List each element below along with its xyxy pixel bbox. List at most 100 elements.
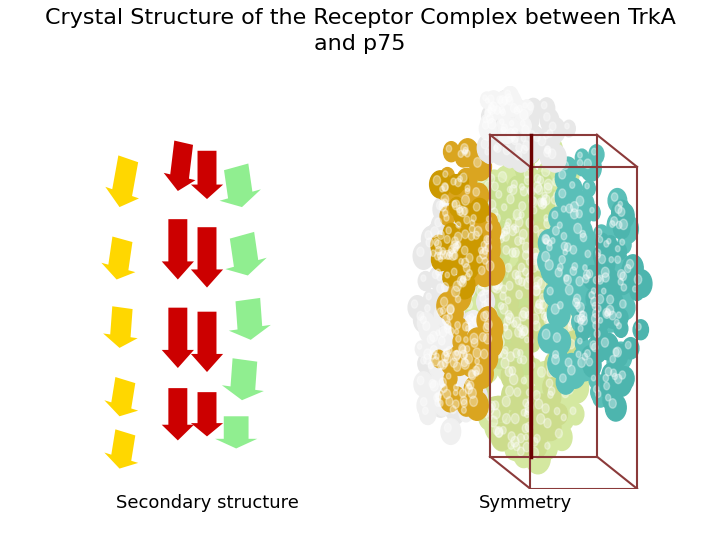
Circle shape <box>505 222 510 229</box>
Circle shape <box>505 264 512 272</box>
Circle shape <box>574 309 595 336</box>
Circle shape <box>592 148 597 155</box>
Circle shape <box>499 93 516 114</box>
Circle shape <box>562 389 569 397</box>
Circle shape <box>455 321 460 329</box>
Circle shape <box>508 129 528 154</box>
Circle shape <box>451 174 470 198</box>
Circle shape <box>511 180 518 188</box>
Circle shape <box>459 278 467 287</box>
Circle shape <box>440 384 461 412</box>
Circle shape <box>453 292 468 312</box>
Circle shape <box>616 246 620 252</box>
Circle shape <box>591 375 595 381</box>
Circle shape <box>559 411 573 430</box>
Circle shape <box>426 221 449 252</box>
Circle shape <box>469 343 492 372</box>
Circle shape <box>584 159 591 168</box>
Circle shape <box>517 105 522 112</box>
Circle shape <box>631 270 652 298</box>
Circle shape <box>480 294 486 302</box>
Circle shape <box>564 288 582 312</box>
Circle shape <box>444 235 450 244</box>
Circle shape <box>446 304 454 314</box>
Circle shape <box>449 245 455 254</box>
Circle shape <box>498 408 521 438</box>
Circle shape <box>438 252 443 259</box>
Circle shape <box>552 329 557 335</box>
Circle shape <box>528 359 541 377</box>
Circle shape <box>523 141 530 151</box>
Circle shape <box>503 215 518 235</box>
Circle shape <box>572 312 588 332</box>
Circle shape <box>444 248 460 269</box>
Circle shape <box>516 104 539 134</box>
Circle shape <box>465 366 484 390</box>
Circle shape <box>429 380 436 388</box>
Circle shape <box>474 277 492 299</box>
Polygon shape <box>191 151 223 199</box>
Circle shape <box>587 336 606 362</box>
Circle shape <box>474 226 482 236</box>
Circle shape <box>568 319 574 327</box>
Circle shape <box>613 348 619 356</box>
Circle shape <box>429 350 436 359</box>
Circle shape <box>423 349 431 359</box>
Circle shape <box>519 272 544 305</box>
Circle shape <box>447 354 467 380</box>
Circle shape <box>454 204 472 226</box>
Circle shape <box>417 393 436 418</box>
Circle shape <box>474 359 480 364</box>
Circle shape <box>498 227 519 254</box>
Circle shape <box>590 341 597 350</box>
Circle shape <box>607 352 624 373</box>
Circle shape <box>544 240 559 260</box>
Circle shape <box>467 377 472 384</box>
Circle shape <box>435 357 452 380</box>
Circle shape <box>514 107 520 114</box>
Circle shape <box>484 334 492 344</box>
Circle shape <box>557 198 563 207</box>
Circle shape <box>545 442 550 449</box>
Circle shape <box>544 239 548 244</box>
Circle shape <box>583 266 601 289</box>
Circle shape <box>542 288 558 309</box>
Circle shape <box>536 301 541 308</box>
Circle shape <box>599 303 621 332</box>
Circle shape <box>441 352 449 361</box>
Circle shape <box>541 102 547 109</box>
Circle shape <box>555 268 562 277</box>
Circle shape <box>620 272 626 281</box>
Circle shape <box>514 429 534 455</box>
Circle shape <box>434 304 451 326</box>
Circle shape <box>433 389 449 410</box>
Circle shape <box>478 301 501 332</box>
Circle shape <box>506 313 514 323</box>
Circle shape <box>495 232 512 253</box>
Circle shape <box>488 227 511 256</box>
Circle shape <box>439 201 446 211</box>
Circle shape <box>564 275 571 285</box>
Circle shape <box>582 180 595 197</box>
Circle shape <box>526 192 547 220</box>
Circle shape <box>492 245 500 254</box>
Circle shape <box>511 133 518 143</box>
Circle shape <box>558 296 577 320</box>
Circle shape <box>548 234 562 252</box>
Circle shape <box>528 280 552 309</box>
Circle shape <box>420 316 426 324</box>
Circle shape <box>528 316 551 344</box>
Circle shape <box>459 344 465 353</box>
Circle shape <box>578 318 583 325</box>
Circle shape <box>577 338 582 344</box>
Circle shape <box>542 192 547 199</box>
Circle shape <box>495 299 510 319</box>
Circle shape <box>530 262 537 272</box>
Circle shape <box>492 140 498 147</box>
Circle shape <box>485 181 491 190</box>
Circle shape <box>550 364 563 382</box>
Circle shape <box>593 276 598 284</box>
Circle shape <box>544 253 562 276</box>
Circle shape <box>525 244 541 264</box>
Circle shape <box>447 236 468 264</box>
